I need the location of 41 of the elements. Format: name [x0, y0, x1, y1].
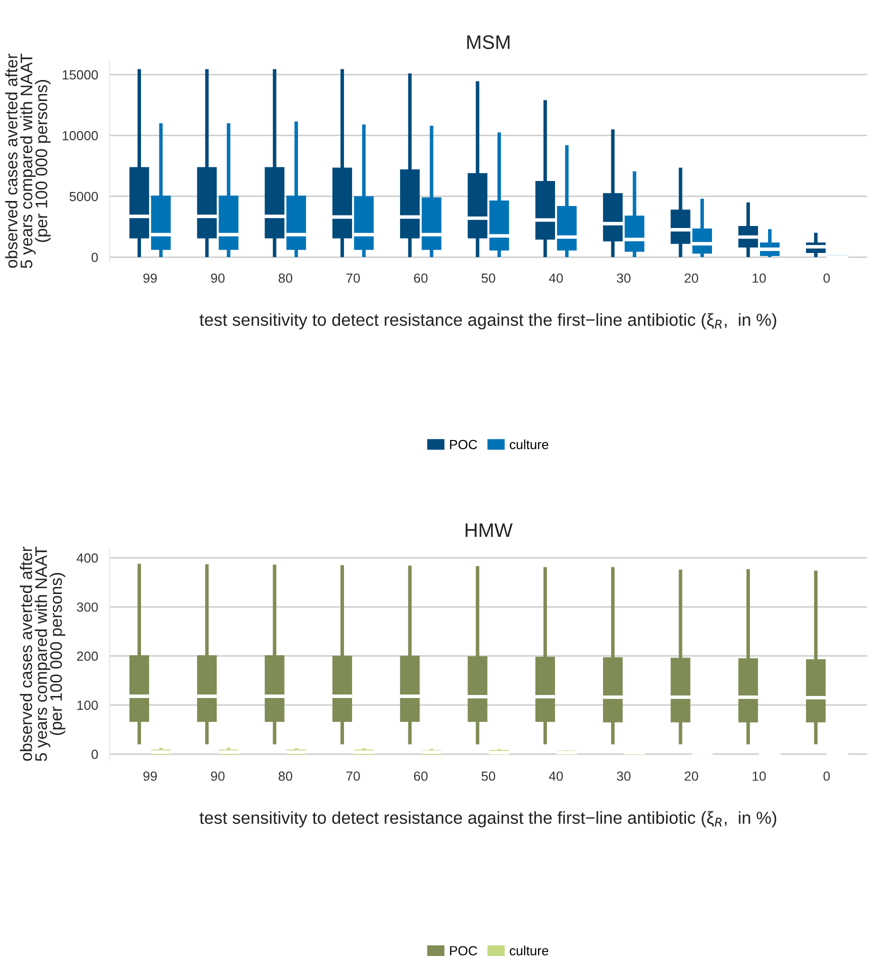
x-tick-label: 50 — [482, 771, 496, 781]
x-tick-label: 70 — [346, 771, 360, 781]
y-axis-title: observed cases averted after 5 years compared with NAAT (per 100 000 persons) — [20, 546, 66, 762]
x-tick-label: 0 — [823, 771, 830, 781]
x-axis-title: test sensitivity to detect resistance against the first−line antibiotic (ξ$_{R}$, in %) — [200, 313, 776, 330]
y-axis-title: observed cases averted after 5 years compared with NAAT (per 100 000 persons) — [5, 54, 51, 268]
x-tick-label: 90 — [211, 771, 225, 781]
legend-label: POC — [450, 946, 478, 956]
x-tick-label: 10 — [752, 273, 766, 283]
y-tick-label: 100 — [77, 700, 98, 710]
x-axis-title: test sensitivity to detect resistance against the first−line antibiotic (ξ$_{R}$, in %) — [200, 811, 776, 828]
x-tick-label: 80 — [278, 771, 292, 781]
x-tick-label: 20 — [684, 771, 698, 781]
x-tick-label: 30 — [616, 273, 631, 283]
legend-label: culture — [510, 946, 548, 956]
x-tick-label: 40 — [548, 771, 563, 781]
legend-label: culture — [510, 440, 548, 450]
x-tick-label: 0 — [823, 273, 830, 283]
y-tick-label: 15000 — [62, 70, 98, 80]
y-tick-label: 0 — [92, 750, 98, 760]
x-tick-label: 30 — [616, 771, 631, 781]
x-tick-label: 60 — [414, 771, 428, 781]
legend-label: POC — [450, 440, 478, 450]
x-tick-label: 70 — [346, 273, 360, 283]
x-tick-label: 90 — [211, 273, 225, 283]
x-tick-label: 40 — [548, 273, 563, 283]
x-tick-label: 99 — [143, 771, 157, 781]
x-tick-label: 60 — [414, 273, 428, 283]
y-tick-label: 300 — [76, 602, 98, 612]
y-tick-label: 10000 — [62, 131, 98, 140]
x-tick-label: 10 — [752, 771, 766, 781]
chart-title: MSM — [467, 35, 510, 50]
y-tick-label: 400 — [76, 553, 98, 563]
x-tick-label: 50 — [482, 273, 496, 283]
y-tick-label: 200 — [77, 652, 98, 661]
y-tick-label: 5000 — [70, 192, 98, 202]
y-tick-label: 0 — [92, 252, 98, 262]
chart-title: HMW — [466, 524, 513, 537]
x-tick-label: 20 — [684, 273, 698, 283]
x-tick-label: 99 — [143, 273, 157, 283]
x-tick-label: 80 — [278, 273, 292, 283]
